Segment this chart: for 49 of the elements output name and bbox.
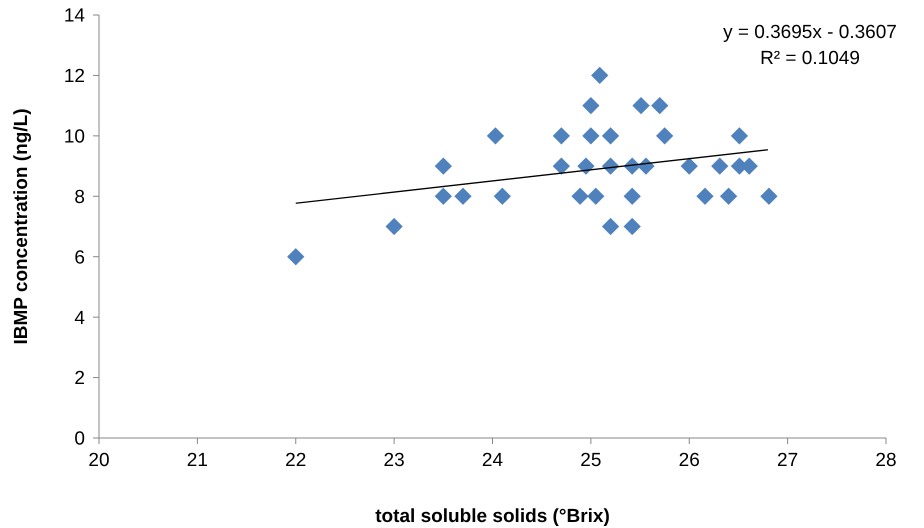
point bbox=[632, 97, 650, 114]
y-tick-label: 6 bbox=[74, 247, 85, 268]
point bbox=[624, 188, 641, 205]
point bbox=[582, 127, 600, 144]
point bbox=[552, 157, 570, 175]
x-tick-label: 25 bbox=[580, 450, 602, 471]
point bbox=[720, 188, 738, 205]
y-tick-label: 0 bbox=[74, 428, 85, 450]
point bbox=[552, 127, 570, 144]
y-tick-label: 12 bbox=[64, 66, 85, 88]
annotation: y = 0.3695x - 0.3607 bbox=[723, 22, 897, 43]
point bbox=[385, 218, 403, 236]
point bbox=[730, 127, 748, 144]
point bbox=[651, 97, 668, 114]
point bbox=[680, 157, 698, 175]
x-tick-label: 21 bbox=[186, 450, 208, 471]
point bbox=[577, 157, 595, 175]
y-tick-label: 10 bbox=[64, 126, 85, 148]
point bbox=[434, 157, 452, 175]
x-tick-label: 20 bbox=[88, 450, 110, 471]
y-tick-label: 14 bbox=[64, 6, 86, 27]
y-tick-label: 4 bbox=[74, 308, 86, 329]
point bbox=[494, 188, 511, 205]
point bbox=[591, 66, 608, 84]
x-tick-label: 23 bbox=[384, 450, 405, 471]
point bbox=[696, 188, 714, 205]
x-tick-label: 28 bbox=[875, 450, 897, 471]
point bbox=[711, 157, 728, 175]
x-tick-label: 27 bbox=[777, 450, 798, 471]
point bbox=[582, 97, 600, 114]
point bbox=[760, 188, 778, 205]
point bbox=[624, 218, 641, 236]
point bbox=[454, 188, 472, 205]
x-tick-label: 22 bbox=[285, 450, 306, 471]
point bbox=[434, 188, 452, 205]
annotation: R² = 0.1049 bbox=[760, 48, 860, 69]
point bbox=[571, 188, 589, 205]
x-tick-label: 24 bbox=[482, 450, 504, 471]
point bbox=[602, 127, 620, 144]
x-tick-label: 26 bbox=[678, 450, 700, 471]
point bbox=[587, 188, 604, 205]
point bbox=[287, 248, 304, 266]
point bbox=[486, 127, 504, 144]
y-tick-label: 2 bbox=[74, 368, 85, 390]
x-axis-title: total soluble solids (°Brix) bbox=[375, 506, 610, 527]
point bbox=[656, 127, 674, 144]
y-tick-label: 8 bbox=[74, 186, 85, 208]
point bbox=[602, 218, 620, 236]
y-axis-title: IBMP concentration (ng/L) bbox=[11, 108, 32, 345]
